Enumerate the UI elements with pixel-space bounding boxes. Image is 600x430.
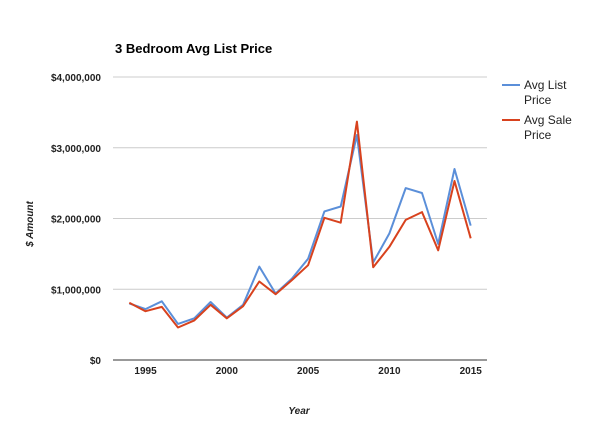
series-line-avg-sale-price <box>128 120 472 329</box>
legend-label: Avg List <box>524 78 567 92</box>
series-lines <box>128 120 472 329</box>
chart-title: 3 Bedroom Avg List Price <box>115 41 272 56</box>
legend-label: Avg Sale <box>524 113 572 127</box>
x-axis-title: Year <box>288 406 310 417</box>
x-axis-ticks: 1995 2000 2005 2010 2015 <box>134 366 482 377</box>
y-axis-ticks: $0 $1,000,000 $2,000,000 $3,000,000 $4,000,0… <box>51 73 101 367</box>
y-tick-label: $3,000,000 <box>51 144 101 155</box>
y-tick-label: $0 <box>90 356 102 367</box>
y-axis-title: $ Amount <box>25 200 36 247</box>
x-tick-label: 2005 <box>297 366 320 377</box>
legend-label: Price <box>524 128 552 142</box>
legend-label: Price <box>524 93 552 107</box>
x-tick-label: 2000 <box>216 366 239 377</box>
y-tick-label: $4,000,000 <box>51 73 101 84</box>
y-tick-label: $2,000,000 <box>51 215 101 226</box>
x-tick-label: 1995 <box>134 366 157 377</box>
series-line-avg-list-price <box>128 134 472 325</box>
x-tick-label: 2015 <box>460 366 483 377</box>
y-tick-label: $1,000,000 <box>51 285 101 296</box>
x-tick-label: 2010 <box>378 366 401 377</box>
grid-lines <box>113 76 487 361</box>
